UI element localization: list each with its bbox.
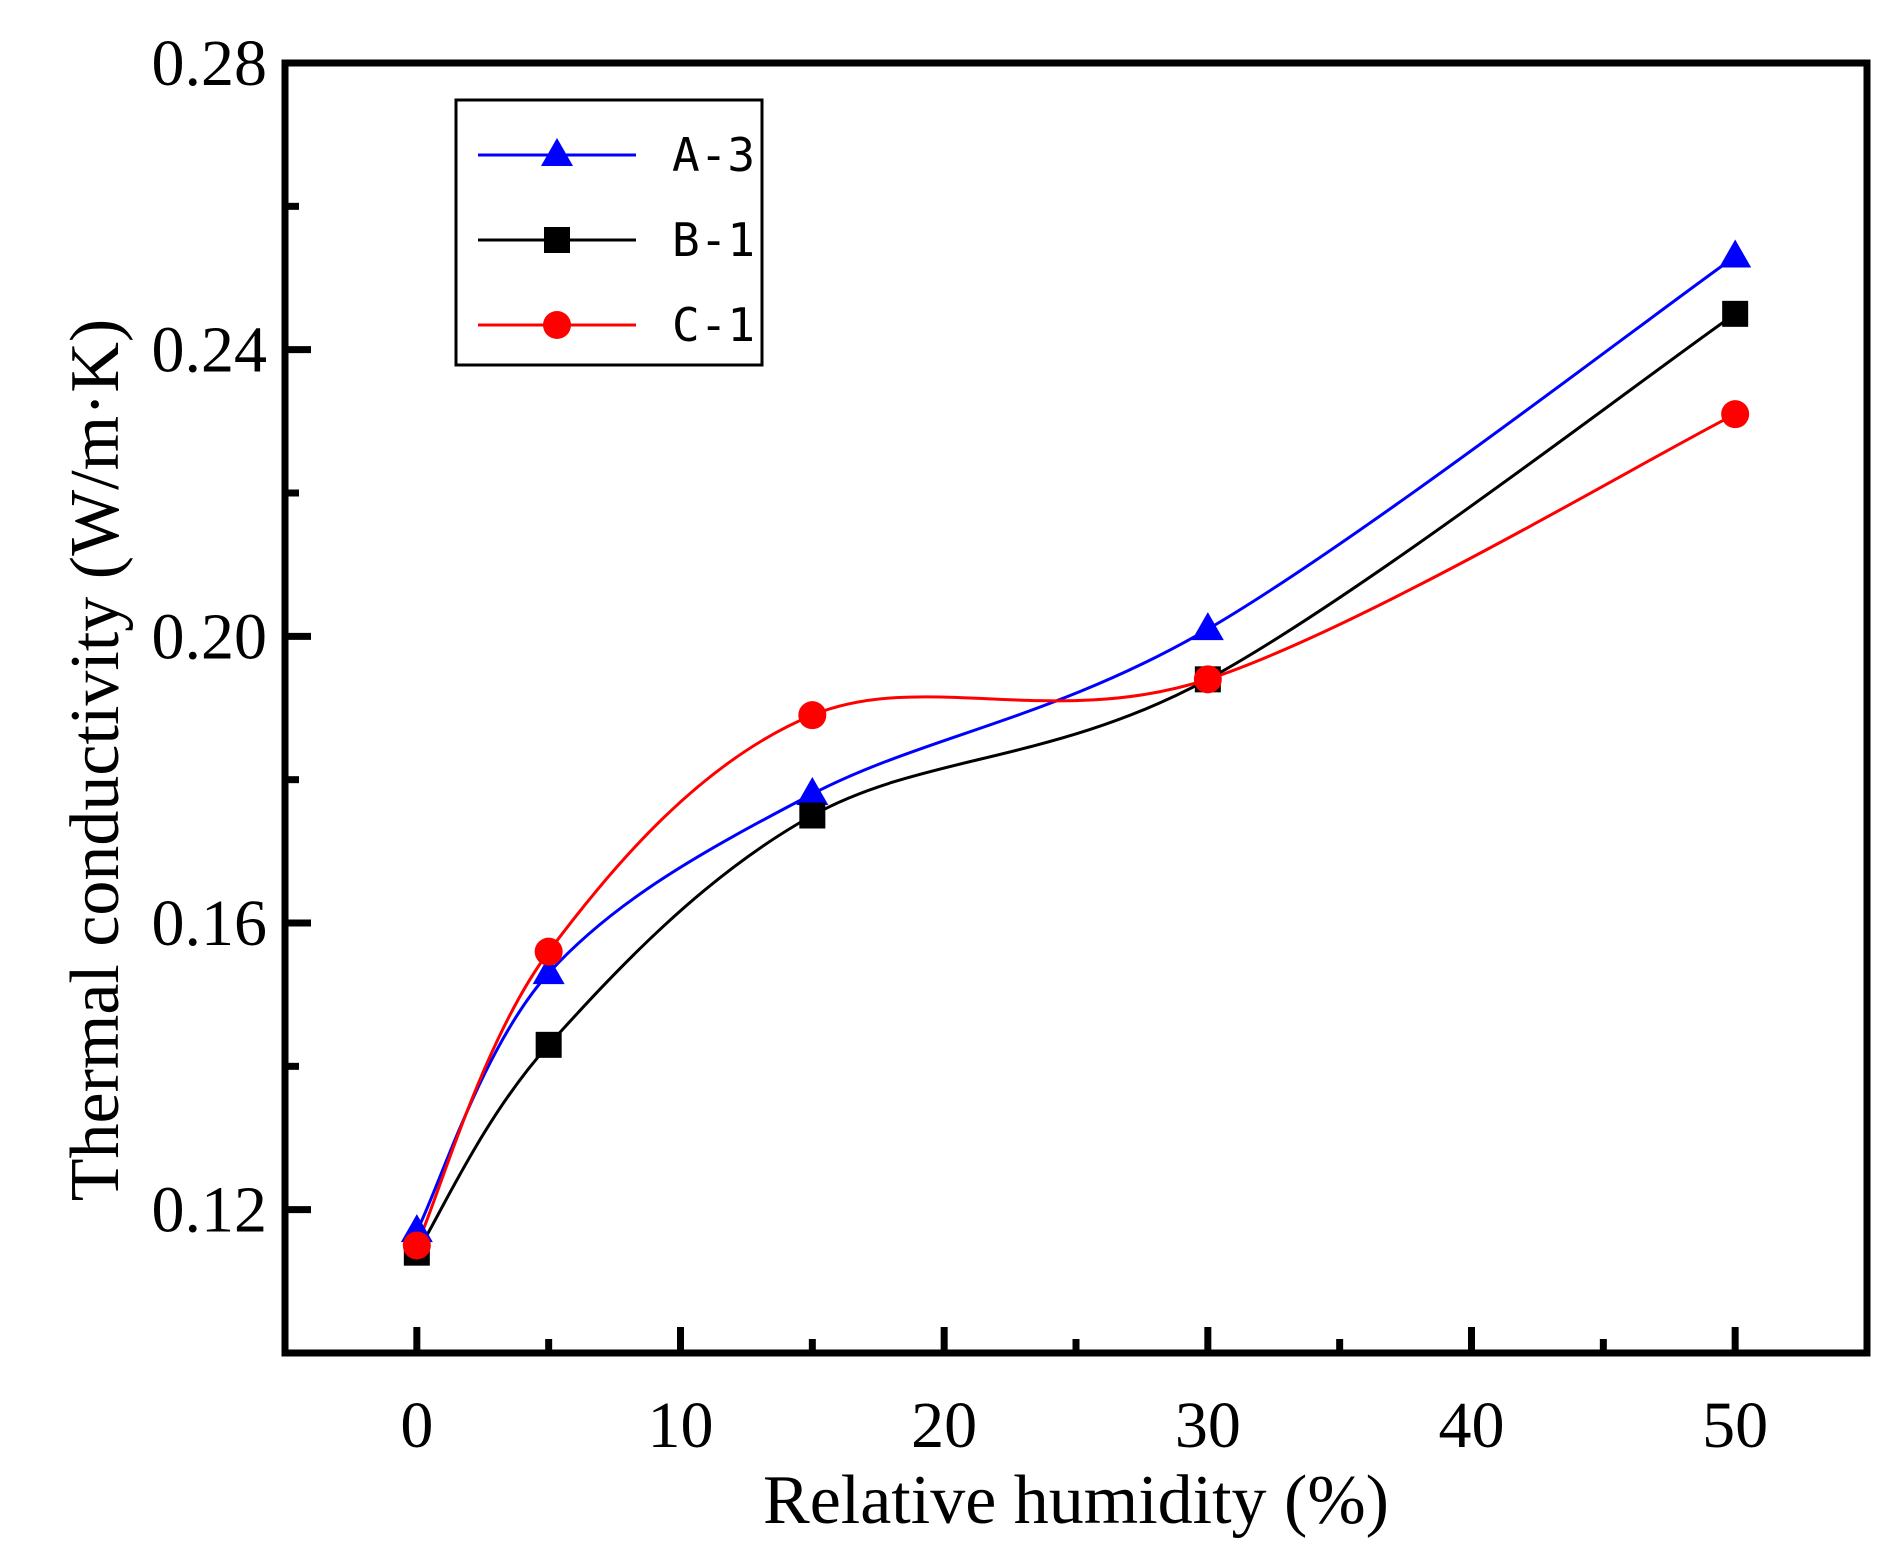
series-line-A-3 bbox=[415, 255, 1737, 1232]
lines-layer bbox=[415, 255, 1737, 1254]
data-point-C-1 bbox=[1721, 400, 1750, 429]
legend-marker-C-1 bbox=[543, 311, 571, 339]
y-tick-label: 0.20 bbox=[152, 600, 268, 673]
data-point-C-1 bbox=[402, 1231, 431, 1260]
y-tick-label: 0.28 bbox=[152, 27, 268, 100]
legend-marker-B-1 bbox=[544, 227, 570, 253]
legend-label-B-1: B-1 bbox=[672, 213, 755, 267]
data-point-B-1 bbox=[1722, 300, 1749, 327]
series-line-C-1 bbox=[415, 412, 1736, 1247]
y-tick-label: 0.16 bbox=[152, 887, 268, 960]
y-tick-label: 0.12 bbox=[152, 1174, 268, 1247]
x-axis-title: Relative humidity (%) bbox=[763, 1462, 1389, 1539]
data-point-B-1 bbox=[799, 802, 826, 829]
x-tick-label: 50 bbox=[1702, 1389, 1768, 1462]
plot-frame bbox=[281, 59, 1871, 1357]
data-point-A-3 bbox=[532, 956, 565, 985]
labels-layer: 0 10 20 30 40 50 0.12 0.16 0.20 0.24 0.28 bbox=[152, 27, 1769, 1462]
x-tick-label: 20 bbox=[911, 1389, 977, 1462]
data-point-C-1 bbox=[798, 701, 827, 730]
x-tick-label: 30 bbox=[1175, 1389, 1241, 1462]
data-point-A-3 bbox=[796, 777, 829, 805]
data-point-A-3 bbox=[1191, 612, 1224, 641]
y-axis-title: Thermal conductivity (W/m·K) bbox=[57, 319, 134, 1202]
data-point-C-1 bbox=[534, 937, 563, 966]
legend: A-3 B-1 C-1 bbox=[454, 98, 764, 367]
markers-layer bbox=[400, 239, 1752, 1266]
legend-label-C-1: C-1 bbox=[672, 298, 755, 352]
data-point-A-3 bbox=[1719, 239, 1752, 268]
series-line-B-1 bbox=[415, 312, 1737, 1254]
x-tick-label: 10 bbox=[648, 1389, 714, 1462]
data-point-B-1 bbox=[535, 1031, 562, 1058]
x-tick-label: 40 bbox=[1439, 1389, 1505, 1462]
legend-label-A-3: A-3 bbox=[672, 128, 755, 182]
x-tick-label: 0 bbox=[400, 1389, 433, 1462]
legend-box bbox=[454, 98, 764, 367]
legend-marker-A-3 bbox=[541, 138, 573, 166]
data-point-C-1 bbox=[1193, 665, 1222, 694]
y-tick-label: 0.24 bbox=[152, 314, 268, 387]
